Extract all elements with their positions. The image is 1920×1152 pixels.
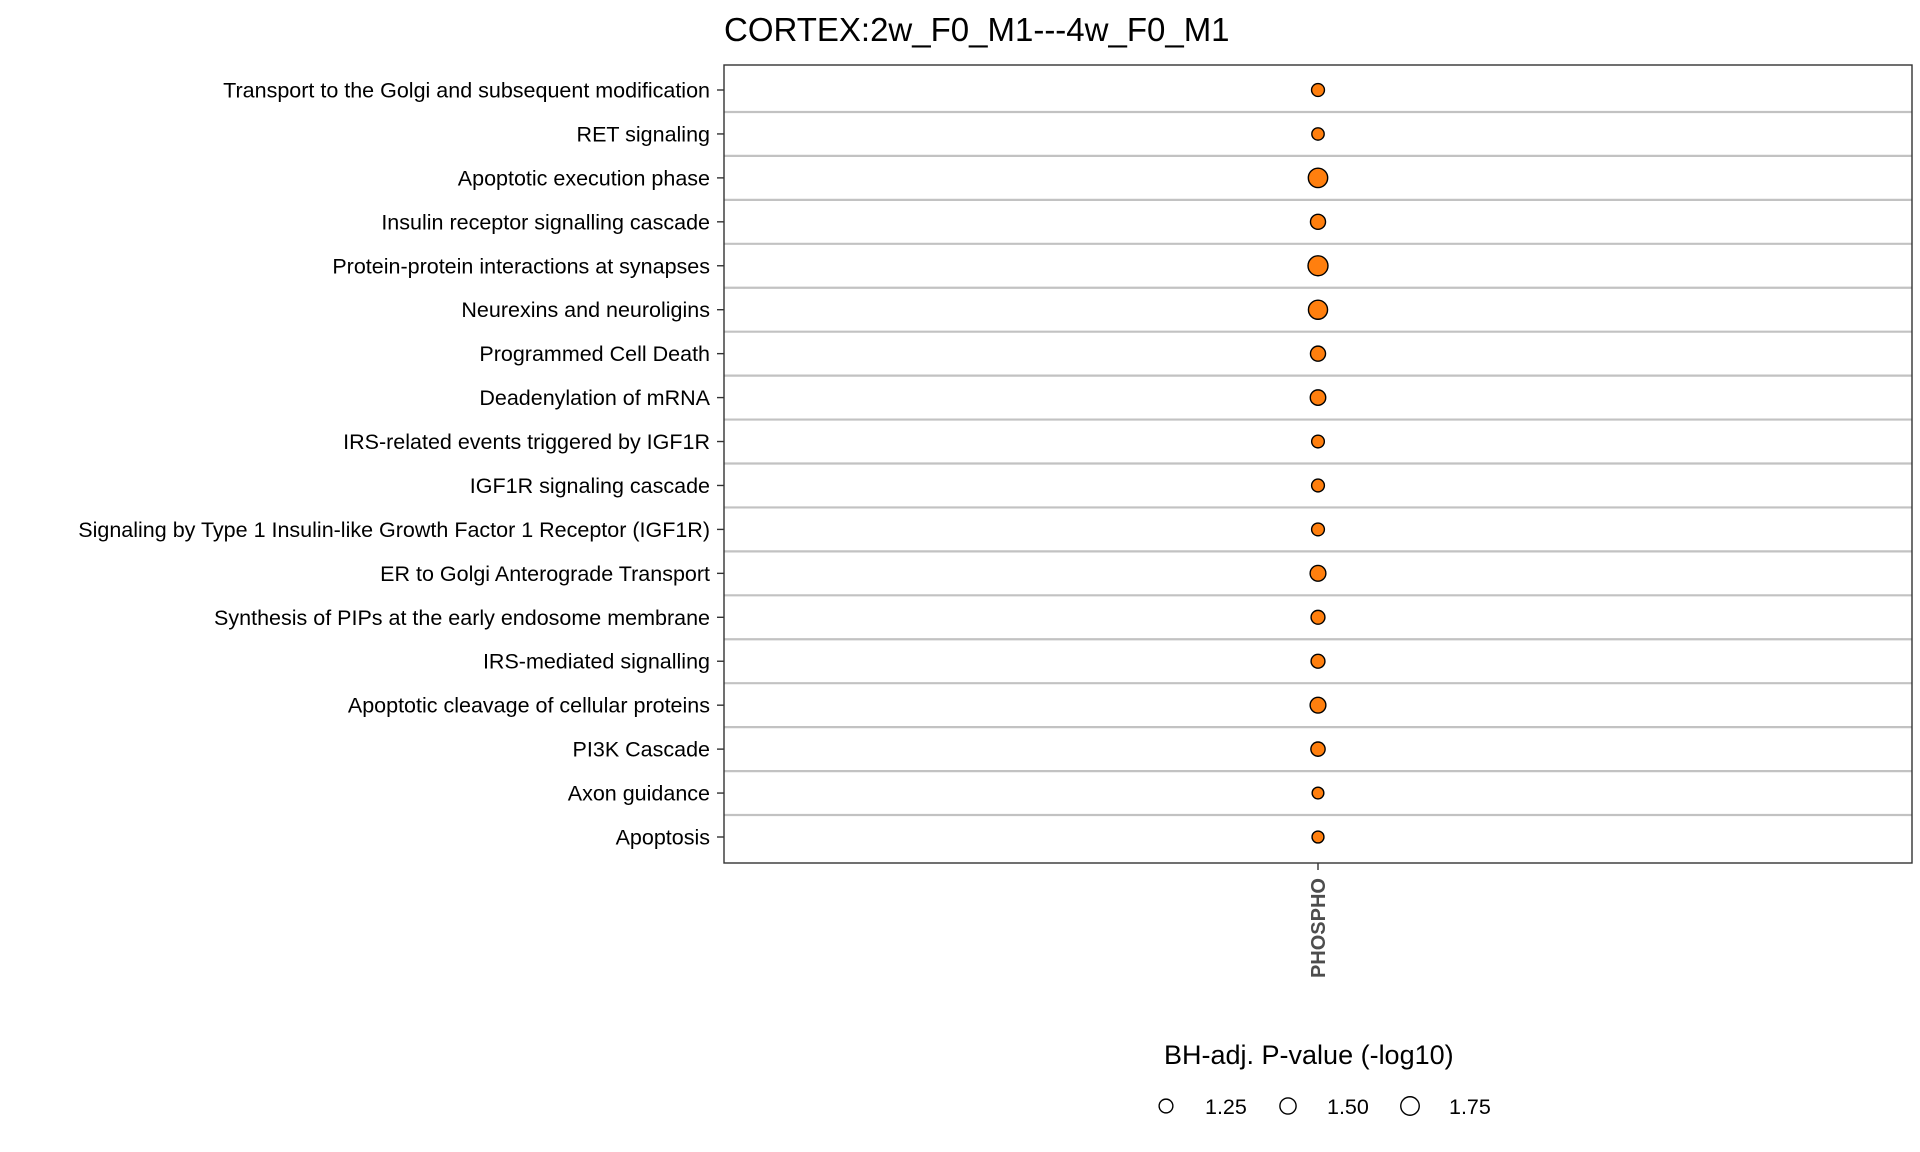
y-axis-labels: Transport to the Golgi and subsequent mo… (78, 79, 710, 850)
y-tick-label: PI3K Cascade (573, 738, 710, 762)
data-point (1310, 609, 1326, 625)
y-tick-label: Deadenylation of mRNA (479, 386, 710, 410)
x-axis: PHOSPHO (1308, 863, 1330, 978)
size-legend: BH-adj. P-value (-log10) 1.25 1.50 1.75 (1158, 1040, 1491, 1119)
y-tick-label: ER to Golgi Anterograde Transport (380, 562, 710, 586)
y-tick-label: IGF1R signaling cascade (470, 474, 710, 498)
data-point (1311, 127, 1325, 141)
data-point (1311, 786, 1325, 800)
y-tick-label: Axon guidance (568, 782, 710, 806)
y-tick-label: Transport to the Golgi and subsequent mo… (223, 79, 710, 103)
legend-key (1400, 1096, 1420, 1116)
gridlines (724, 110, 1912, 817)
y-tick-label: IRS-related events triggered by IGF1R (343, 430, 710, 454)
data-points (1307, 82, 1329, 844)
data-point (1307, 299, 1329, 320)
data-point (1310, 434, 1326, 449)
y-tick-label: IRS-mediated signalling (483, 650, 710, 674)
data-point (1310, 741, 1326, 757)
data-point (1307, 255, 1329, 277)
legend-label: 1.25 (1205, 1095, 1247, 1119)
data-point (1309, 345, 1327, 362)
legend-keys: 1.25 1.50 1.75 (1158, 1095, 1491, 1119)
chart-title: CORTEX:2w_F0_M1---4w_F0_M1 (724, 11, 1230, 48)
legend-key (1279, 1097, 1297, 1115)
data-point (1310, 653, 1326, 669)
data-point (1310, 478, 1326, 493)
y-tick-label: Synthesis of PIPs at the early endosome … (214, 606, 710, 630)
legend-label: 1.75 (1449, 1095, 1491, 1119)
data-point (1311, 830, 1325, 844)
y-tick-label: Insulin receptor signalling cascade (381, 210, 710, 234)
data-point (1309, 696, 1327, 714)
legend-title: BH-adj. P-value (-log10) (1164, 1040, 1454, 1070)
y-tick-label: Signaling by Type 1 Insulin-like Growth … (78, 518, 710, 542)
data-point (1309, 389, 1327, 407)
y-tick-label: Programmed Cell Death (479, 342, 710, 366)
y-tick-label: Apoptosis (616, 826, 710, 850)
y-axis-ticks (717, 89, 724, 838)
legend-label: 1.50 (1327, 1095, 1369, 1119)
data-point (1309, 213, 1327, 231)
y-tick-label: RET signaling (577, 122, 710, 146)
data-point (1310, 522, 1326, 537)
y-tick-label: Protein-protein interactions at synapses (332, 254, 710, 278)
legend-key (1158, 1098, 1174, 1114)
data-point (1310, 82, 1326, 98)
y-tick-label: Apoptotic execution phase (458, 166, 710, 190)
data-point (1307, 167, 1329, 189)
y-tick-label: Apoptotic cleavage of cellular proteins (348, 694, 710, 718)
y-tick-label: Neurexins and neuroligins (461, 298, 710, 322)
data-point (1309, 564, 1327, 582)
x-tick-label: PHOSPHO (1308, 878, 1330, 978)
